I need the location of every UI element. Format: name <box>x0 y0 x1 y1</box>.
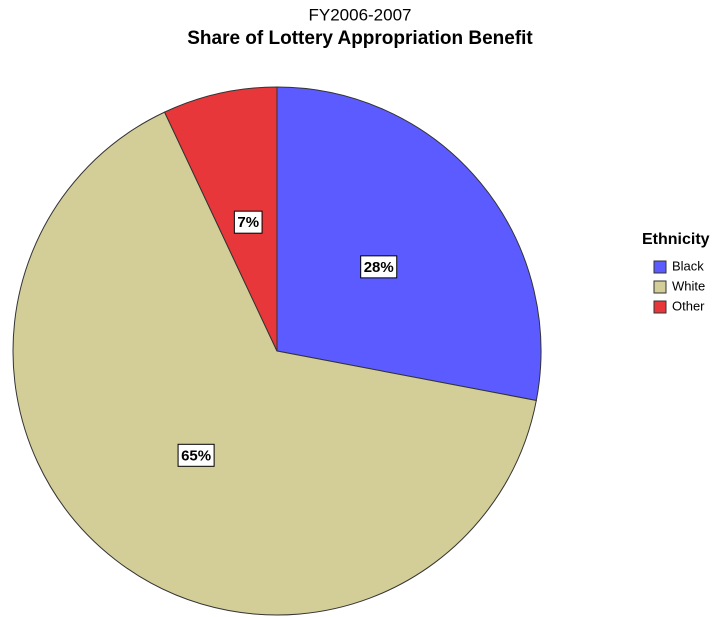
data-label: 28% <box>364 259 394 276</box>
label-box <box>177 443 215 467</box>
legend-swatch <box>653 280 667 294</box>
pie-slice <box>276 86 542 402</box>
data-label: 65% <box>181 447 211 464</box>
pie-slice <box>12 111 537 616</box>
label-box <box>360 255 398 279</box>
legend-swatch <box>653 300 667 314</box>
data-label: 7% <box>237 214 259 231</box>
legend-label: White <box>672 278 705 293</box>
legend-title: Ethnicity <box>642 231 710 248</box>
legend-label: Other <box>672 298 705 313</box>
chart-subtitle: FY2006-2007 <box>308 5 411 24</box>
legend-label: Black <box>672 258 704 273</box>
label-box <box>233 210 263 234</box>
legend-swatch <box>653 260 667 274</box>
chart-title: Share of Lottery Appropriation Benefit <box>187 28 533 49</box>
pie-slice <box>163 86 278 352</box>
